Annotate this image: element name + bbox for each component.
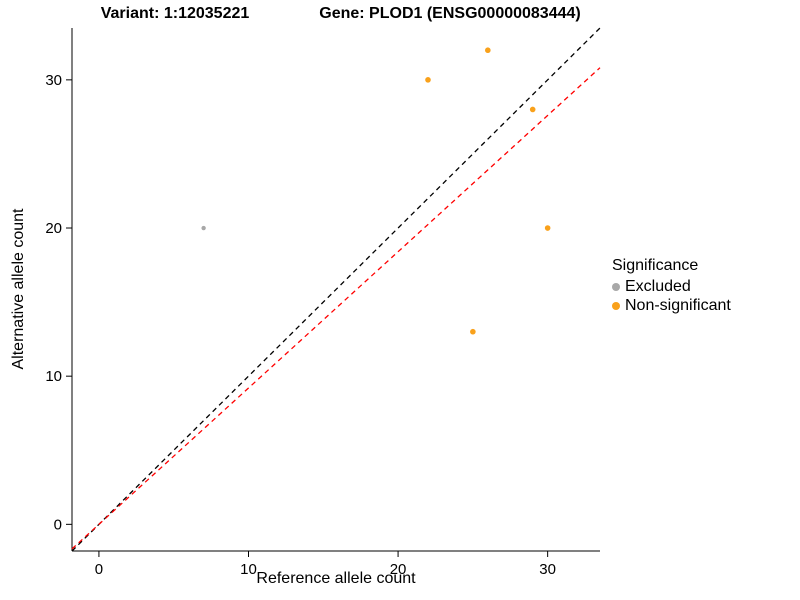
point-excluded (201, 225, 206, 231)
legend-item-non-significant: Non-significant (612, 297, 731, 315)
x-tick-label: 10 (240, 561, 257, 578)
point-non-significant (470, 328, 476, 335)
legend-key-dot (612, 283, 620, 291)
point-non-significant (544, 225, 551, 231)
legend-item-label: Non-significant (625, 297, 731, 314)
fit-line (71, 67, 601, 550)
legend-items: Excluded Non-significant (612, 278, 731, 315)
y-tick-label: 0 (54, 516, 62, 533)
point-non-significant (425, 77, 431, 83)
x-axis-label: Reference allele count (256, 570, 416, 587)
y-tick-label: 30 (45, 72, 62, 89)
point-non-significant (529, 106, 536, 113)
point-non-significant (485, 47, 491, 54)
legend: Significance Excluded Non-significant (612, 257, 731, 316)
identity-line (71, 27, 601, 552)
legend-key-dot (612, 302, 620, 310)
gene-title: Gene: PLOD1 (ENSG00000083444) (319, 5, 581, 22)
y-tick-label: 10 (45, 368, 62, 385)
x-tick-label: 20 (390, 561, 407, 578)
legend-item-excluded: Excluded (612, 278, 731, 296)
legend-title: Significance (612, 257, 699, 274)
x-tick-label: 30 (539, 561, 556, 578)
x-tick-label: 0 (95, 561, 103, 578)
variant-title: Variant: 1:12035221 (100, 5, 250, 22)
y-axis-label: Alternative allele count (10, 208, 27, 370)
y-tick-label: 20 (45, 220, 62, 237)
legend-item-label: Excluded (625, 278, 691, 295)
